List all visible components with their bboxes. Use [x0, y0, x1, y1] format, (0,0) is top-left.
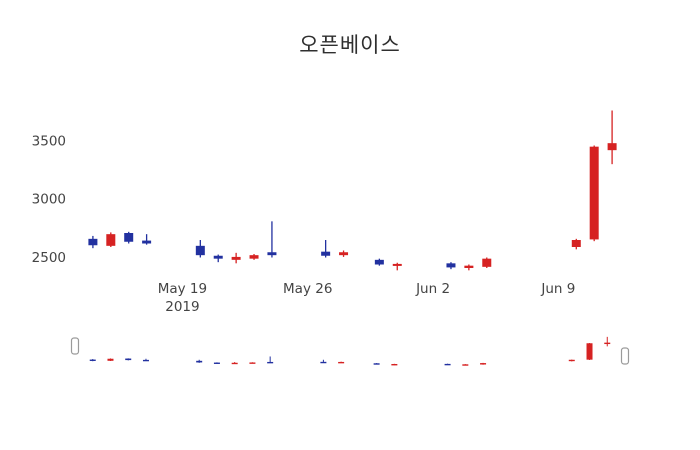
mini-candle-body — [568, 359, 575, 362]
mini-candle-body — [125, 358, 132, 361]
candle-body — [482, 258, 492, 267]
candle-body — [321, 251, 331, 256]
mini-candle-body — [107, 358, 114, 361]
x-tick-label: May 26 — [283, 281, 332, 297]
mini-candle-body — [373, 363, 380, 365]
mini-candle-body — [142, 359, 149, 362]
chart-title: 오픈베이스 — [299, 33, 401, 57]
y-tick-label: 2500 — [32, 250, 66, 266]
mini-candle-body — [231, 362, 238, 365]
range-slider-track[interactable] — [75, 335, 625, 367]
range-slider-right-handle[interactable] — [620, 347, 630, 365]
x-tick-label: May 19 — [158, 281, 207, 297]
candles — [88, 110, 617, 271]
y-tick-label: 3500 — [32, 133, 66, 149]
candle-body — [231, 256, 241, 260]
candle-body — [142, 240, 152, 244]
mini-candle-body — [320, 361, 327, 364]
candle-body — [464, 265, 474, 268]
range-slider[interactable] — [70, 335, 630, 367]
mini-candle-body — [213, 362, 220, 364]
mini-candle-body — [462, 364, 469, 366]
mini-candle-body — [480, 363, 487, 365]
mini-candle-body — [444, 363, 451, 366]
y-tick-label: 3000 — [32, 192, 66, 208]
candle-body — [392, 263, 402, 266]
candle-body — [106, 234, 116, 246]
candle-body — [571, 240, 581, 247]
candle-body — [195, 245, 205, 256]
candle-body — [88, 238, 98, 246]
mini-candle-body — [267, 361, 274, 364]
candle-body — [607, 143, 617, 151]
mini-candle-body — [604, 342, 611, 345]
candle-body — [446, 263, 456, 268]
mini-candle-body — [196, 360, 203, 363]
mini-candle-body — [338, 361, 345, 364]
candle-body — [249, 255, 259, 259]
x-tick-label: Jun 2 — [415, 281, 450, 297]
mini-candle-body — [391, 364, 398, 366]
candle-body — [213, 255, 223, 259]
y-axis: 2500 3000 3500 — [32, 133, 66, 266]
mini-candle-body — [249, 362, 256, 364]
x-tick-sublabel: 2019 — [165, 299, 199, 315]
range-slider-left-handle[interactable] — [70, 337, 80, 355]
x-tick-label: Jun 9 — [540, 281, 575, 297]
candle-body — [124, 233, 134, 242]
candle-body — [589, 146, 599, 240]
mini-candle-body — [89, 359, 96, 361]
candle-body — [267, 252, 277, 256]
mini-candle-body — [586, 343, 593, 360]
candle-body — [339, 252, 349, 256]
candle-body — [374, 259, 384, 265]
x-axis: May 19 2019 May 26 Jun 2 Jun 9 — [158, 281, 576, 315]
